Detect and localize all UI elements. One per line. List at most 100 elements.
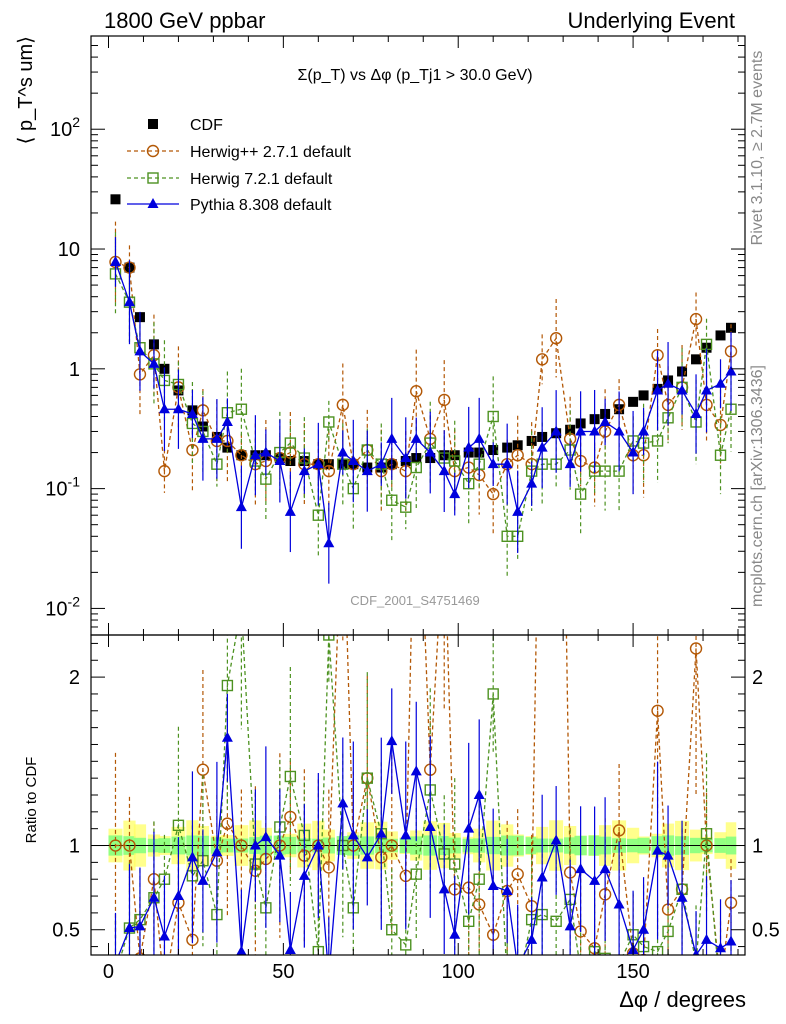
ratio-point-herwig-7-2-1-default — [487, 688, 499, 700]
point-pythia-8-308-default — [172, 403, 184, 414]
ratio-point-pythia-8-308-default — [715, 942, 727, 953]
ratio-point-pythia-8-308-default — [589, 874, 601, 885]
point-pythia-8-308-default — [676, 384, 688, 395]
ratio-point-herwig-7-2-1-default — [236, 601, 246, 611]
ratio-point-pythia-8-308-default — [676, 891, 688, 902]
point-pythia-8-308-default — [589, 425, 601, 436]
ratio-point-herwig-2-7-1-default — [322, 861, 336, 874]
ratio-point-herwig-2-7-1-default — [651, 704, 664, 717]
point-cdf — [323, 459, 334, 470]
legend-label-herwig-7-2-1-default: Herwig 7.2.1 default — [190, 171, 333, 188]
ratio-point-pythia-8-308-default — [463, 822, 475, 833]
point-pythia-8-308-default — [375, 458, 387, 469]
ratio-point-herwig-2-7-1-default — [385, 839, 398, 852]
ratio-point-pythia-8-308-default — [438, 883, 450, 894]
ratio-point-pythia-8-308-default — [172, 890, 184, 901]
point-herwig-2-7-1-default — [511, 449, 524, 462]
point-pythia-8-308-default — [701, 384, 713, 395]
point-pythia-8-308-default — [575, 425, 587, 436]
ratio-point-pythia-8-308-default — [487, 879, 499, 890]
y-tick-label: 1 — [69, 359, 80, 381]
point-herwig-7-2-1-default — [487, 410, 499, 423]
point-pythia-8-308-default — [298, 465, 310, 476]
point-cdf — [638, 390, 649, 401]
point-herwig-2-7-1-default — [689, 312, 703, 326]
ratio-point-pythia-8-308-default — [249, 839, 261, 850]
ratio-point-herwig-7-2-1-default — [691, 958, 701, 968]
point-pythia-8-308-default — [725, 365, 737, 376]
point-pythia-8-308-default — [197, 432, 209, 443]
ratio-tick-label-right: 2 — [752, 667, 763, 689]
ratio-point-pythia-8-308-default — [148, 891, 160, 902]
legend-label-pythia-8-308-default: Pythia 8.308 default — [190, 197, 332, 214]
legend-marker-herwig-2-7-1-default — [146, 144, 160, 158]
point-herwig-7-2-1-default — [284, 437, 297, 449]
ratio-tick-label-right: 0.5 — [752, 920, 780, 942]
point-pythia-8-308-default — [249, 449, 261, 460]
point-pythia-8-308-default — [148, 357, 160, 368]
ratio-point-pythia-8-308-default — [236, 945, 247, 955]
line-herwig-7-2-1-default — [114, 273, 732, 537]
ratio-point-pythia-8-308-default — [158, 930, 170, 941]
point-pythia-8-308-default — [550, 425, 562, 436]
point-pythia-8-308-default — [123, 296, 135, 307]
point-pythia-8-308-default — [463, 441, 475, 452]
point-herwig-2-7-1-default — [410, 385, 423, 398]
ratio-point-pythia-8-308-default — [692, 949, 700, 955]
legend-marker-herwig-7-2-1-default — [147, 172, 159, 184]
ratio-point-pythia-8-308-default — [123, 922, 135, 933]
ratio-point-pythia-8-308-default — [536, 871, 548, 882]
point-herwig-7-2-1-default — [651, 435, 664, 447]
ratio-point-pythia-8-308-default — [613, 898, 625, 909]
ratio-point-herwig-7-2-1-default — [323, 635, 335, 641]
point-cdf — [565, 424, 576, 435]
ratio-point-herwig-7-2-1-default — [513, 980, 523, 990]
ratio-point-pythia-8-308-default — [298, 869, 310, 880]
point-pythia-8-308-default — [211, 432, 223, 443]
ratio-point-pythia-8-308-default — [284, 943, 296, 954]
ratio-point-pythia-8-308-default — [512, 961, 523, 971]
ratio-point-pythia-8-308-default — [501, 885, 513, 895]
ratio-point-herwig-7-2-1-default — [550, 915, 562, 928]
point-pythia-8-308-default — [638, 425, 650, 436]
ratio-point-pythia-8-308-default — [725, 935, 737, 946]
point-herwig-2-7-1-default — [438, 393, 451, 407]
y-tick-label: 10 — [58, 239, 80, 261]
ratio-point-pythia-8-308-default — [575, 863, 587, 874]
ratio-point-herwig-7-2-1-default — [502, 979, 512, 989]
ratio-point-herwig-7-2-1-default — [463, 915, 475, 928]
point-pythia-8-308-default — [512, 505, 524, 516]
point-pythia-8-308-default — [284, 505, 296, 516]
point-herwig-7-2-1-default — [574, 488, 587, 500]
point-herwig-7-2-1-default — [410, 461, 422, 474]
point-cdf — [110, 194, 121, 205]
point-pythia-8-308-default — [536, 441, 548, 452]
point-pythia-8-308-default — [599, 415, 611, 426]
point-pythia-8-308-default — [337, 446, 349, 457]
point-pythia-8-308-default — [274, 455, 286, 466]
ratio-point-herwig-2-7-1-default — [235, 839, 248, 852]
ratio-point-pythia-8-308-default — [337, 797, 349, 808]
ratio-point-pythia-8-308-default — [449, 928, 461, 939]
ratio-point-pythia-8-308-default — [550, 834, 562, 845]
point-herwig-2-7-1-default — [535, 353, 549, 366]
legend-marker-pythia-8-308-default — [147, 198, 159, 208]
ratio-point-herwig-2-7-1-default — [109, 839, 122, 852]
point-pythia-8-308-default — [526, 477, 538, 488]
point-pythia-8-308-default — [627, 446, 639, 457]
point-pythia-8-308-default — [424, 446, 436, 457]
ratio-point-pythia-8-308-default — [424, 821, 436, 831]
point-pythia-8-308-default — [235, 501, 247, 512]
point-pythia-8-308-default — [501, 458, 513, 469]
point-pythia-8-308-default — [347, 455, 359, 466]
ratio-point-herwig-2-7-1-default — [612, 824, 626, 837]
ratio-point-herwig-7-2-1-default — [312, 945, 325, 955]
ratio-point-pythia-8-308-default — [599, 863, 611, 874]
point-herwig-7-2-1-default — [714, 449, 727, 461]
ratio-point-pythia-8-308-default — [347, 829, 359, 840]
point-pythia-8-308-default — [323, 537, 335, 548]
ratio-point-herwig-7-2-1-default — [599, 952, 611, 955]
ratio-panel-frame — [90, 634, 746, 956]
point-herwig-7-2-1-default — [400, 501, 412, 513]
